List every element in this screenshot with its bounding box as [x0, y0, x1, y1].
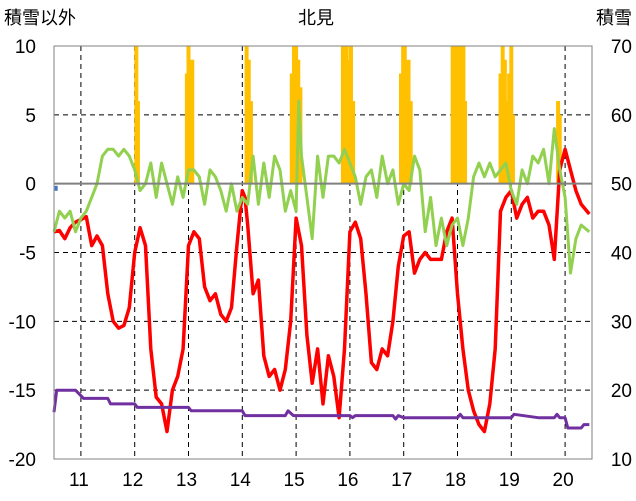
precip-bar: [135, 101, 140, 184]
precip-bar: [500, 46, 505, 184]
precip-bar: [450, 46, 455, 184]
precip-bar: [507, 73, 512, 184]
precip-bar: [351, 101, 356, 184]
series-line: [52, 388, 590, 430]
left-tick-label: -5: [19, 244, 36, 265]
right-tick-label: 50: [611, 175, 632, 196]
precip-bar: [348, 46, 353, 184]
precip-bar: [463, 101, 468, 184]
precip-bar: [399, 73, 404, 184]
precip-bar: [504, 101, 509, 184]
precip-bar: [408, 101, 413, 184]
series-marker: [54, 185, 58, 191]
precip-bar: [246, 59, 251, 184]
x-tick-label: 14: [230, 470, 252, 491]
precip-bar: [459, 46, 464, 184]
precip-bar: [344, 46, 349, 184]
left-tick-label: 0: [25, 175, 36, 196]
x-tick-label: 15: [284, 470, 305, 491]
precip-bar: [294, 46, 299, 184]
chart-title: 北見: [298, 8, 334, 28]
precip-bar: [498, 73, 503, 184]
precip-bar: [557, 114, 562, 184]
x-tick-label: 13: [176, 470, 197, 491]
series-line: [53, 147, 591, 434]
right-tick-label: 20: [611, 381, 632, 402]
precip-bar: [452, 46, 457, 184]
precip-bar: [188, 101, 193, 184]
precip-bar: [342, 46, 347, 184]
precipitation-bars: [134, 46, 562, 184]
x-tick-label: 18: [445, 470, 466, 491]
left-tick-label: -20: [9, 450, 36, 471]
right-axis-title: 積雪: [596, 8, 632, 28]
right-tick-label: 70: [611, 37, 632, 58]
series-line: [52, 99, 591, 275]
x-tick-label: 11: [69, 470, 89, 491]
series-lines: [52, 99, 591, 434]
right-tick-label: 40: [611, 244, 632, 265]
precip-bar: [502, 59, 507, 184]
x-tick-label: 17: [391, 470, 412, 491]
right-tick-label: 10: [611, 450, 632, 471]
left-tick-label: -15: [9, 381, 36, 402]
right-tick-label: 60: [611, 106, 632, 127]
x-tick-label: 19: [499, 470, 520, 491]
left-tick-label: 10: [15, 37, 36, 58]
precip-bar: [289, 73, 294, 184]
x-tick-label: 16: [337, 470, 358, 491]
left-axis-title: 積雪以外: [4, 8, 76, 28]
precip-bar: [457, 46, 462, 184]
precip-bar: [346, 59, 351, 184]
precip-bar: [454, 46, 459, 184]
precip-bar: [190, 59, 195, 184]
x-tick-label: 12: [122, 470, 143, 491]
left-tick-label: 5: [25, 106, 36, 127]
x-tick-label: 20: [553, 470, 574, 491]
precip-bar: [406, 59, 411, 184]
precip-bar: [402, 46, 407, 184]
precip-bar: [291, 46, 296, 184]
precip-bar: [244, 46, 249, 184]
right-tick-label: 30: [611, 312, 632, 333]
left-tick-label: -10: [9, 312, 36, 333]
plot-border: [53, 45, 593, 460]
precip-bar: [248, 101, 253, 184]
precip-bar: [510, 114, 515, 184]
grid: [54, 46, 592, 459]
